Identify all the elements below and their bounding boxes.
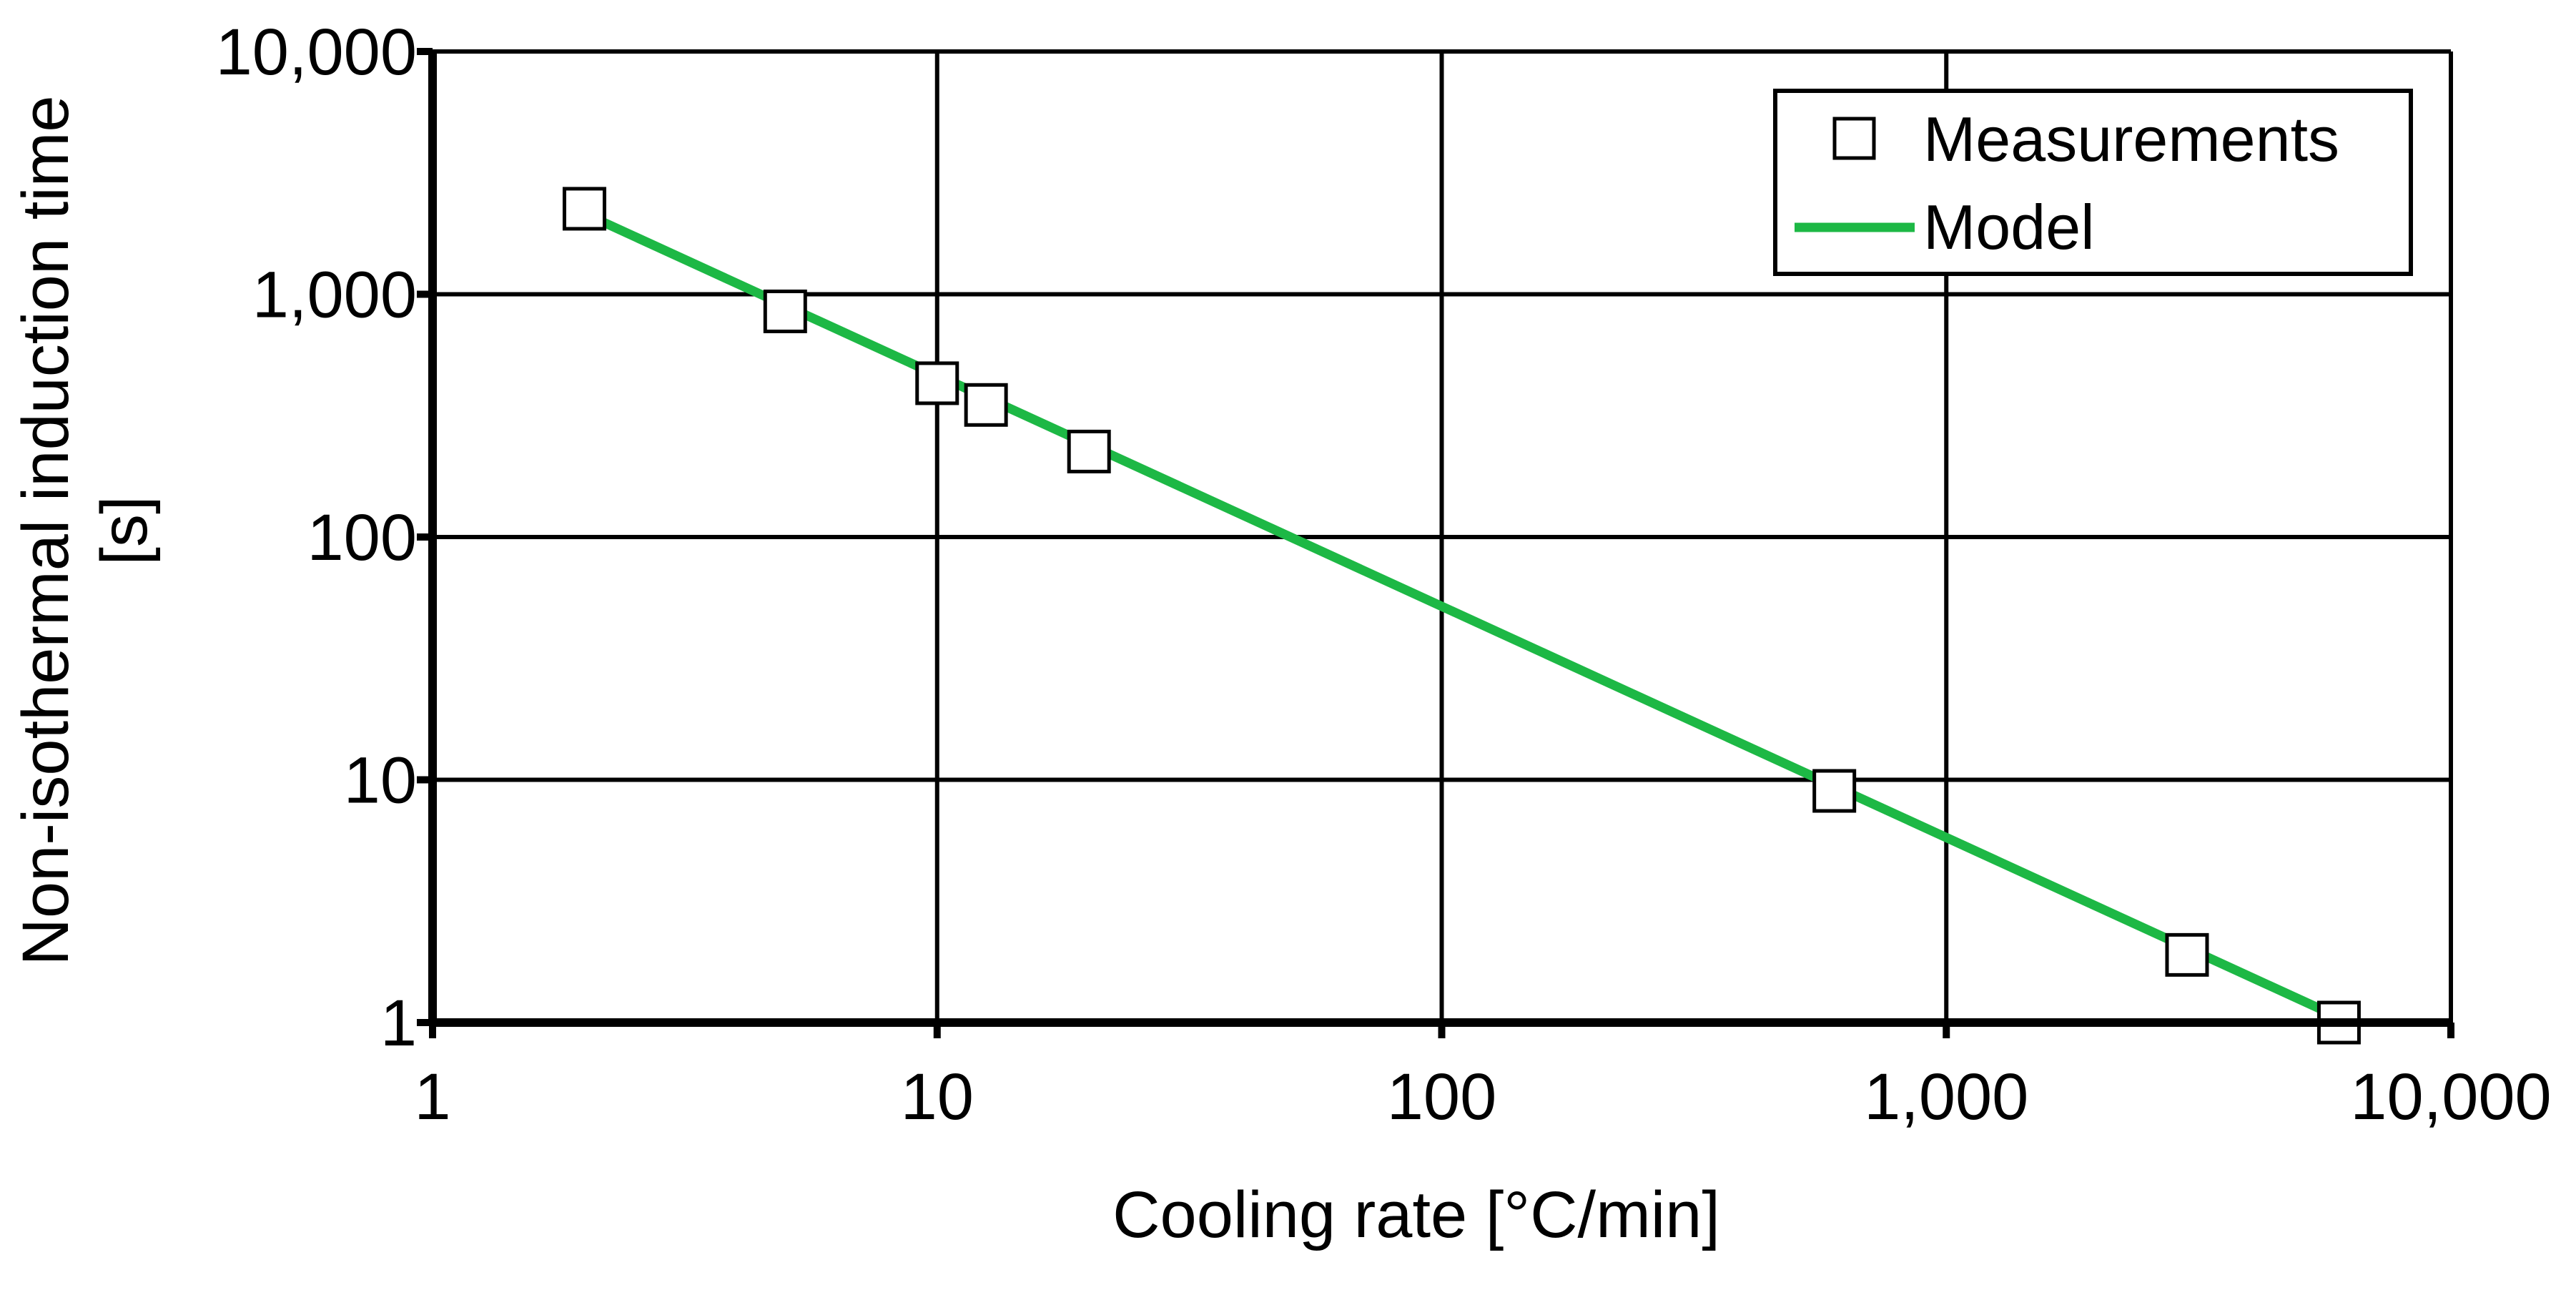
legend-measurements-marker (1832, 117, 1876, 160)
y-tick-label: 100 (307, 501, 418, 574)
axes (417, 48, 2454, 1038)
measurement-point (2165, 932, 2209, 977)
x-tick-label: 10 (901, 1060, 974, 1133)
measurement-point (763, 289, 807, 333)
legend: Measurements Model (1773, 89, 2413, 276)
measurement-point (562, 187, 606, 231)
x-tick-label: 10,000 (2350, 1060, 2551, 1133)
x-axis-title: Cooling rate [°C/min] (1112, 1178, 1720, 1251)
measurement-point (1067, 429, 1111, 473)
y-tick-label: 10,000 (216, 16, 417, 89)
y-axis-title-line-2: [s] (88, 496, 161, 565)
x-tick-label: 1,000 (1864, 1060, 2028, 1133)
y-tick-label: 10 (344, 744, 417, 817)
x-tick-label: 100 (1387, 1060, 1497, 1133)
measurement-point (915, 361, 959, 405)
legend-measurements-label: Measurements (1923, 104, 2339, 174)
x-tick-label: 1 (414, 1060, 450, 1133)
y-axis-title: Non-isothermal induction time [s] (9, 96, 161, 966)
y-axis-title-line-1: Non-isothermal induction time (9, 96, 82, 966)
measurement-point (964, 383, 1008, 427)
legend-model-label: Model (1923, 192, 2095, 262)
legend-box (1773, 89, 2413, 276)
measurement-point (1812, 769, 1857, 813)
y-tick-label: 1,000 (252, 259, 417, 332)
model-line (582, 209, 2341, 1022)
tick-labels: 1 10 100 1,000 10,000 1 10 100 1,000 10,000 (216, 16, 2552, 1133)
model-series (582, 209, 2341, 1022)
y-tick-label: 1 (380, 987, 417, 1060)
